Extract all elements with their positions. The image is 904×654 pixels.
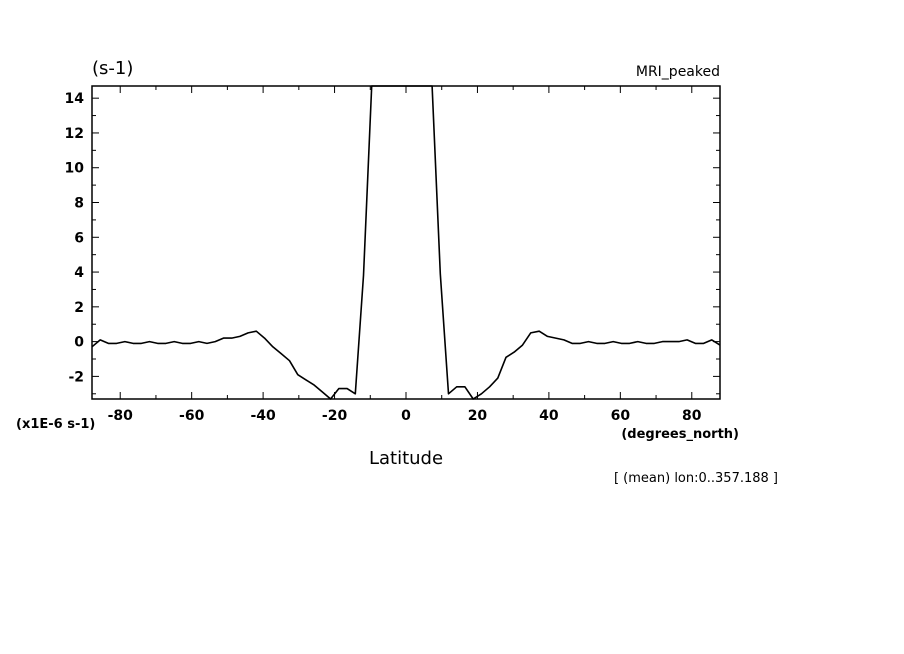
x-tick-label: 60 xyxy=(611,408,631,424)
y-tick-label: 8 xyxy=(74,196,84,212)
mean-annotation: [ (mean) lon:0..357.188 ] xyxy=(614,471,778,486)
y-tick-label: 12 xyxy=(65,126,84,142)
series-line xyxy=(91,85,721,400)
x-unit-label: (degrees_north) xyxy=(621,427,739,442)
y-tick-label: 4 xyxy=(74,265,84,281)
x-axis-label: Latitude xyxy=(369,448,443,469)
x-tick-label: -60 xyxy=(179,408,205,424)
chart-title: MRI_peaked xyxy=(636,64,720,80)
plot-frame xyxy=(91,85,721,400)
y-tick-label: 14 xyxy=(65,91,85,107)
x-tick-label: 20 xyxy=(468,408,488,424)
x-tick-label: 80 xyxy=(682,408,702,424)
y-tick-label: 10 xyxy=(65,161,85,177)
x-tick-label: -40 xyxy=(250,408,276,424)
y-tick-label: -2 xyxy=(68,369,84,385)
x-tick-label: -80 xyxy=(108,408,134,424)
y-tick-label: 6 xyxy=(74,230,84,246)
axis-ticks xyxy=(92,86,720,399)
x-tick-label: -20 xyxy=(322,408,348,424)
y-tick-label: 2 xyxy=(74,300,84,316)
scale-label: (x1E-6 s-1) xyxy=(16,417,95,432)
unit-label: (s-1) xyxy=(92,58,133,79)
x-tick-label: 40 xyxy=(539,408,559,424)
x-tick-label: 0 xyxy=(401,408,411,424)
y-tick-label: 0 xyxy=(74,335,84,351)
